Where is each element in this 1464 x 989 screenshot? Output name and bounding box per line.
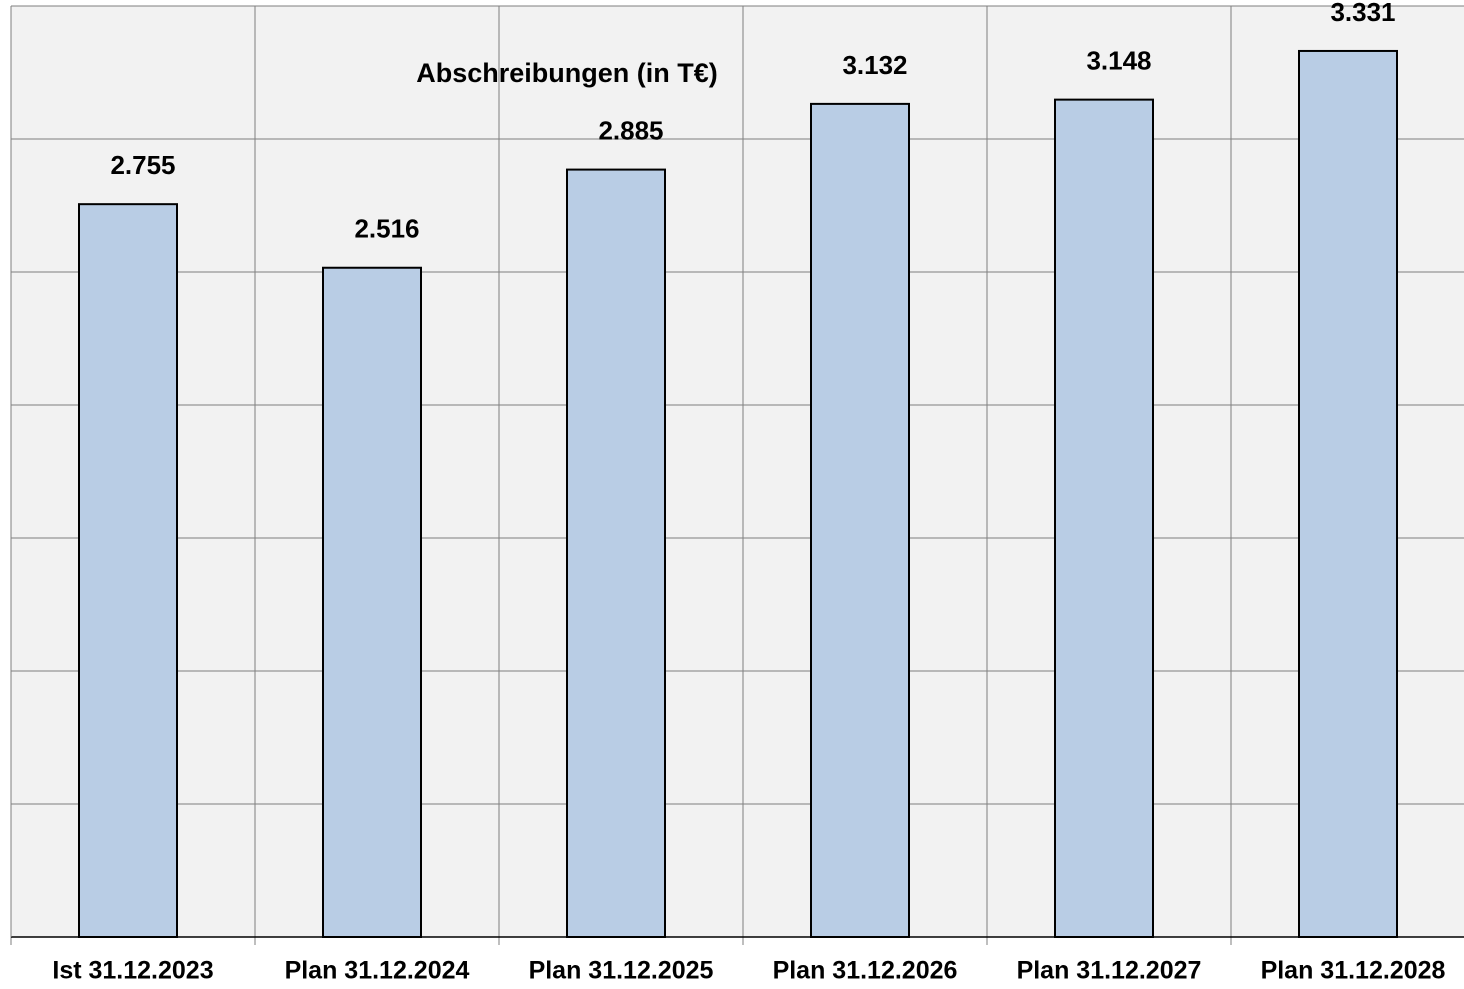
value-label: 3.132 [842,50,907,80]
bar [566,168,666,938]
x-tick-label: Plan 31.12.2026 [773,957,958,985]
x-tick-label: Plan 31.12.2024 [285,957,470,985]
value-label: 2.755 [110,150,175,180]
plot-area [11,6,1464,937]
bar [322,266,422,938]
bar [1298,49,1398,939]
x-tick-label: Plan 31.12.2028 [1261,957,1446,985]
value-label: 3.148 [1086,46,1151,76]
bar [810,102,910,938]
bar [78,203,178,939]
value-label: 2.516 [354,214,419,244]
value-label: 3.331 [1330,0,1395,27]
chart-title: Abschreibungen (in T€) [416,58,718,88]
value-label: 2.885 [598,115,663,145]
x-tick-label: Plan 31.12.2025 [529,957,714,985]
x-tick-label: Ist 31.12.2023 [52,957,213,985]
bar [1054,98,1154,938]
marks: Ist 31.12.2023 2.755 Plan 31.12.2024 2.516 P… [52,0,1445,985]
grid [10,5,1464,945]
x-tick-label: Plan 31.12.2027 [1017,957,1202,985]
